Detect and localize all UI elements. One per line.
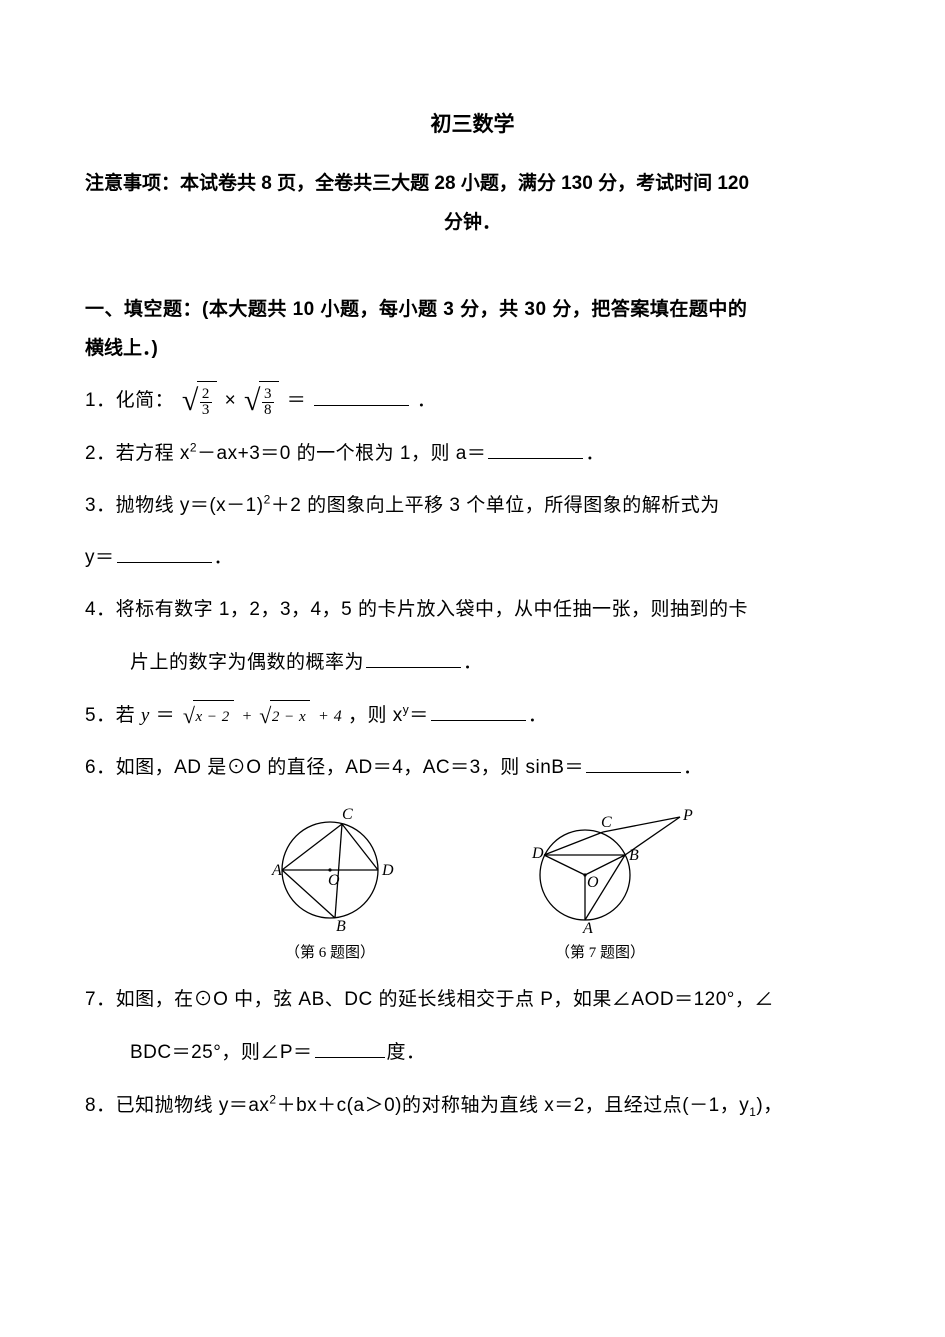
figure-6: A B C D O （第 6 题图） [250,805,410,968]
q4-period: ． [463,652,483,673]
q3-exp: 2 [264,492,271,506]
svg-text:B: B [629,847,639,864]
answer-blank-5 [431,701,526,721]
q8-mid: ＋bx＋c(a＞0)的对称轴为直线 x＝2，且经过点(－1，y [277,1095,750,1116]
q3-y: y＝ [85,547,115,568]
figures-row: A B C D O （第 6 题图） A B C D O P （第 7 题图） [85,805,860,968]
svg-text:D: D [531,845,544,862]
svg-text:C: C [601,814,612,831]
notice-body-1: 本试卷共 8 页，全卷共三大题 28 小题，满分 130 分，考试时间 120 [180,173,749,194]
q3-period: ． [214,547,234,568]
q6-period: ． [683,757,703,778]
q4-l1: 4．将标有数字 1，2，3，4，5 的卡片放入袋中，从中任抽一张，则抽到的卡 [85,599,748,620]
question-7-line2: BDC＝25°，则∠P＝ 度． [85,1033,860,1073]
q1-eq: ＝ [287,390,307,411]
q8-end: )， [756,1095,782,1116]
q8-exp: 2 [269,1093,276,1107]
q2-pre: 2．若方程 x [85,443,190,464]
svg-text:C: C [342,806,353,823]
q2-exp: 2 [190,440,197,454]
answer-blank-7 [315,1038,385,1058]
times-sign: × [225,390,237,411]
frac1-den: 3 [200,402,212,418]
q5-sqrt2-body: 2 − x [270,700,310,732]
q1-period: ． [417,390,437,411]
svg-text:B: B [336,918,346,935]
answer-blank-3 [117,543,212,563]
q6-text: 6．如图，AD 是⊙O 的直径，AD＝4，AC＝3，则 sinB＝ [85,757,584,778]
svg-text:O: O [587,874,599,891]
question-6: 6．如图，AD 是⊙O 的直径，AD＝4，AC＝3，则 sinB＝ ． [85,749,860,787]
question-3: 3．抛物线 y＝(x－1)2＋2 的图象向上平移 3 个单位，所得图象的解析式为 [85,487,860,525]
q5-sqrt1-body: x − 2 [193,700,233,732]
frac2-num: 3 [262,387,274,402]
svg-text:D: D [381,862,394,879]
figure-7: A B C D O P （第 7 题图） [505,805,695,968]
svg-text:A: A [582,920,593,935]
svg-text:A: A [271,862,282,879]
q5-plus1: + [242,708,258,725]
q2-mid: －ax+3＝0 的一个根为 1，则 a＝ [197,443,486,464]
q5-sqrt1: √x − 2 [183,700,234,732]
question-2: 2．若方程 x2－ax+3＝0 的一个根为 1，则 a＝ ． [85,435,860,473]
question-1: 1．化简： √ 23 × √ 38 ＝ ． [85,381,860,421]
q5-sqrt2: √2 − x [259,700,310,732]
q7-l2: BDC＝25°，则∠P＝ [130,1042,313,1063]
figure-6-caption: （第 6 题图） [250,939,410,968]
q5-period: ． [528,705,548,726]
q5-pre: 5．若 [85,705,141,726]
svg-text:P: P [682,807,693,824]
q8-pre: 8．已知抛物线 y＝ax [85,1095,269,1116]
frac2-den: 8 [262,402,274,418]
q5-eq: ＝ [156,705,181,726]
q5-post: ＝ [409,705,429,726]
q5-plus4: + 4 [318,708,342,725]
question-8: 8．已知抛物线 y＝ax2＋bx＋c(a＞0)的对称轴为直线 x＝2，且经过点(… [85,1087,860,1125]
svg-text:O: O [328,872,340,889]
q2-period: ． [585,443,605,464]
frac1-num: 2 [200,387,212,402]
section-1-header-line2: 横线上．) [85,331,860,367]
q3-mid: ＋2 的图象向上平移 3 个单位，所得图象的解析式为 [271,495,720,516]
q5-y: y [141,705,150,726]
q7-l1: 7．如图，在⊙O 中，弦 AB、DC 的延长线相交于点 P，如果∠AOD＝120… [85,989,774,1010]
q1-pre: 1．化简： [85,390,174,411]
section-1-header-line1: 一、填空题：(本大题共 10 小题，每小题 3 分，共 30 分，把答案填在题中… [85,289,860,331]
q3-pre: 3．抛物线 y＝(x－1) [85,495,264,516]
notice-label: 注意事项： [85,173,180,194]
figure-7-svg: A B C D O P [505,805,695,935]
figure-7-caption: （第 7 题图） [505,939,695,968]
sqrt-expr-1: √ 23 [182,381,217,421]
answer-blank-4 [366,648,461,668]
q4-l2: 片上的数字为偶数的概率为 [130,652,364,673]
notice-body-2: 分钟． [85,205,860,241]
answer-blank-1 [314,386,409,406]
question-7: 7．如图，在⊙O 中，弦 AB、DC 的延长线相交于点 P，如果∠AOD＝120… [85,981,860,1019]
question-4-line2: 片上的数字为偶数的概率为 ． [85,643,860,683]
question-3-line2: y＝ ． [85,539,860,577]
question-4: 4．将标有数字 1，2，3，4，5 的卡片放入袋中，从中任抽一张，则抽到的卡 [85,591,860,629]
figure-6-svg: A B C D O [250,805,410,935]
sqrt-expr-2: √ 38 [244,381,279,421]
exam-notice: 注意事项：本试卷共 8 页，全卷共三大题 28 小题，满分 130 分，考试时间… [85,163,860,205]
question-5: 5．若 y ＝ √x − 2 + √2 − x + 4 ，则 xy＝． [85,697,860,735]
page-title: 初三数学 [85,105,860,145]
q5-mid: ，则 x [348,705,403,726]
answer-blank-2 [488,439,583,459]
answer-blank-6 [586,753,681,773]
q7-l2-post: 度． [387,1042,426,1063]
